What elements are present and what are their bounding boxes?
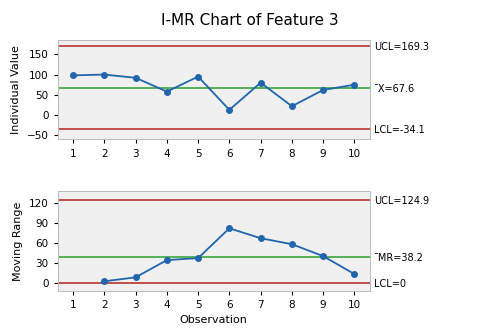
X-axis label: Observation: Observation	[180, 315, 248, 325]
Text: I-MR Chart of Feature 3: I-MR Chart of Feature 3	[161, 13, 339, 28]
Y-axis label: Moving Range: Moving Range	[13, 201, 23, 281]
Y-axis label: Individual Value: Individual Value	[11, 45, 21, 134]
